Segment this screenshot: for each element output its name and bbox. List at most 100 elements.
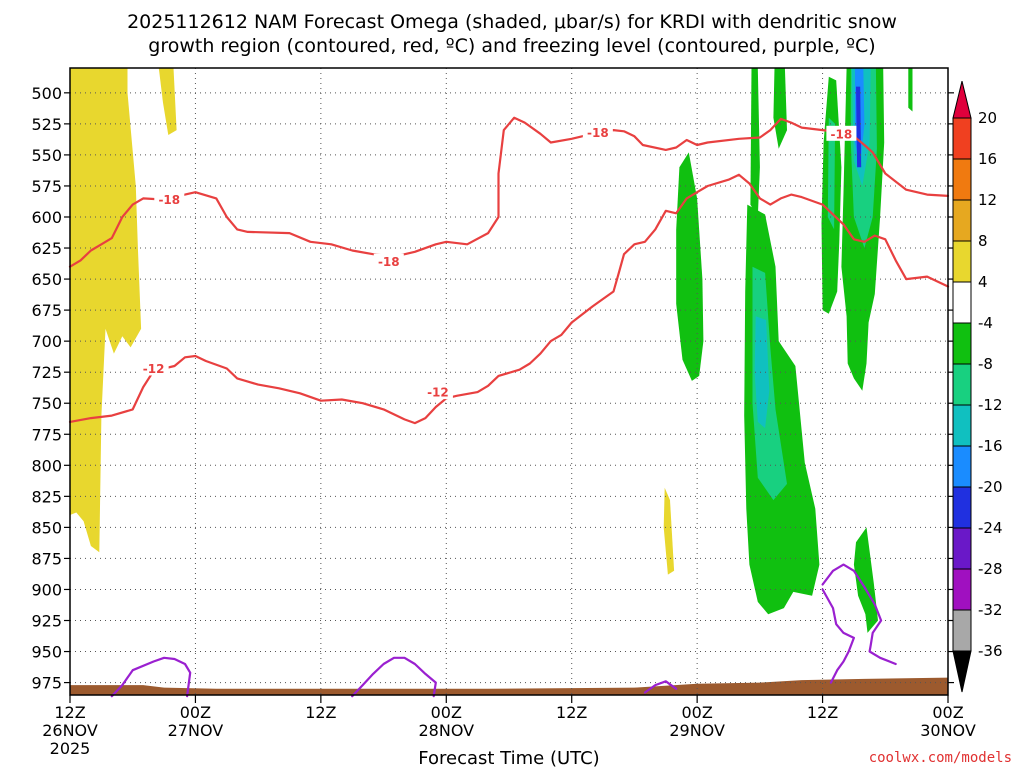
y-tick-label: 800 (31, 456, 62, 475)
contour-label-bg (582, 124, 613, 140)
colorbar: 20 16 12 8 4 -4 -8 -12 -16 -20 -24 -28 -32 -36 (952, 80, 1003, 693)
colorbar-swatch-12 (952, 609, 972, 652)
colorbar-swatch-5 (952, 322, 972, 365)
temperature-contours-layer (68, 116, 950, 698)
omega-region-5 (750, 68, 760, 217)
omega-region-1 (158, 68, 177, 135)
omega-region-17 (856, 86, 862, 168)
colorbar-swatch-1 (952, 158, 972, 201)
colorbar-swatch-9 (952, 486, 972, 529)
plot-frame (69, 67, 949, 696)
colorbar-label: -32 (978, 601, 1003, 619)
omega-region-2 (663, 487, 675, 575)
colorbar-label: 20 (978, 109, 997, 127)
contour-label-bg (422, 384, 453, 400)
x-tick-label-mid: 27NOV (168, 721, 224, 740)
plot-area (70, 68, 948, 695)
y-tick-label: 525 (31, 115, 62, 134)
x-tick-label-top: 12Z (305, 703, 336, 722)
contour-label: -18 (587, 126, 609, 140)
x-tick-label-mid: 26NOV (42, 721, 98, 740)
x-tick-label-mid: 28NOV (418, 721, 474, 740)
x-tick-label-top: 00Z (932, 703, 963, 722)
colorbar-label: -4 (978, 314, 993, 332)
y-tick-label: 850 (31, 518, 62, 537)
freezing-level-contour-6 (821, 563, 897, 666)
contour-label-bg (373, 253, 404, 269)
y-tick-label: 650 (31, 270, 62, 289)
colorbar-label: 16 (978, 150, 997, 168)
y-tick-label: 950 (31, 643, 62, 662)
credit-text: coolwx.com/models (869, 750, 1012, 766)
omega-region-10 (853, 527, 878, 633)
x-tick-label-mid: 30NOV (920, 721, 976, 740)
omega-region-12 (827, 117, 836, 230)
y-tick-label: 875 (31, 549, 62, 568)
y-tick-label: 925 (31, 612, 62, 631)
colorbar-swatch-4 (952, 281, 972, 324)
y-tick-label: 975 (31, 674, 62, 693)
x-tick-label-top: 00Z (431, 703, 462, 722)
terrain-layer (70, 677, 948, 695)
x-tick-label-top: 00Z (681, 703, 712, 722)
x-tick-label-bottom: 2025 (50, 739, 91, 758)
y-axis: 500 525 550 575 600 625 650 675 700 725 750 775 800 8… (31, 84, 954, 693)
colorbar-swatch-8 (952, 445, 972, 488)
y-tick-label: 725 (31, 363, 62, 382)
x-tick-label-top: 12Z (807, 703, 838, 722)
colorbar-label: -16 (978, 437, 1003, 455)
dgz-contour-0 (68, 116, 615, 268)
x-tick-label-top: 12Z (556, 703, 587, 722)
y-tick-label: 750 (31, 394, 62, 413)
omega-region-3 (676, 152, 704, 381)
y-tick-label: 575 (31, 177, 62, 196)
terrain-surface (70, 677, 948, 695)
x-tick-label-top: 00Z (180, 703, 211, 722)
colorbar-label: -20 (978, 478, 1003, 496)
colorbar-label: 4 (978, 273, 988, 291)
contour-label: -18 (378, 255, 400, 269)
omega-region-14 (754, 316, 770, 429)
colorbar-bottom-arrow (952, 650, 972, 693)
contour-label-bg (138, 360, 169, 376)
colorbar-swatch-10 (952, 527, 972, 570)
contour-label: -12 (427, 386, 449, 400)
x-axis-title: Forecast Time (UTC) (418, 748, 599, 768)
colorbar-top-arrow (952, 80, 972, 119)
y-tick-label: 675 (31, 301, 62, 320)
y-tick-label: 600 (31, 208, 62, 227)
chart-title-line-2: growth region (contoured, red, ºC) and f… (148, 35, 875, 57)
contour-label: -18 (158, 193, 180, 207)
freezing-level-contour-3 (110, 656, 192, 698)
colorbar-label: -12 (978, 396, 1003, 414)
contour-label-bg (154, 191, 185, 207)
chart-title-line-1: 2025112612 NAM Forecast Omega (shaded, μ… (127, 11, 897, 33)
freezing-level-contour-4 (351, 656, 437, 698)
dgz-contour-2 (68, 173, 950, 425)
omega-region-6 (773, 68, 787, 149)
colorbar-swatch-7 (952, 404, 972, 447)
contour-label-bg (826, 125, 857, 141)
freezing-level-contour-5 (643, 680, 678, 694)
y-tick-label: 825 (31, 487, 62, 506)
colorbar-label: 12 (978, 191, 997, 209)
x-tick-label-mid: 29NOV (669, 721, 725, 740)
colorbar-label: -8 (978, 355, 993, 373)
y-tick-label: 900 (31, 580, 62, 599)
omega-region-9 (908, 68, 913, 112)
contour-label: -18 (831, 127, 853, 141)
colorbar-label: -24 (978, 519, 1003, 537)
freezing-level-contour-7 (821, 588, 856, 684)
colorbar-label: 8 (978, 232, 988, 250)
colorbar-swatch-6 (952, 363, 972, 406)
y-tick-label: 500 (31, 84, 62, 103)
colorbar-swatch-3 (952, 240, 972, 283)
colorbar-swatch-11 (952, 568, 972, 611)
colorbar-label: -36 (978, 642, 1003, 660)
colorbar-swatch-0 (952, 117, 972, 160)
contour-labels-layer: -18 -18 -18 -18 -12 -12 (138, 124, 857, 400)
y-tick-label: 775 (31, 425, 62, 444)
y-tick-label: 550 (31, 146, 62, 165)
